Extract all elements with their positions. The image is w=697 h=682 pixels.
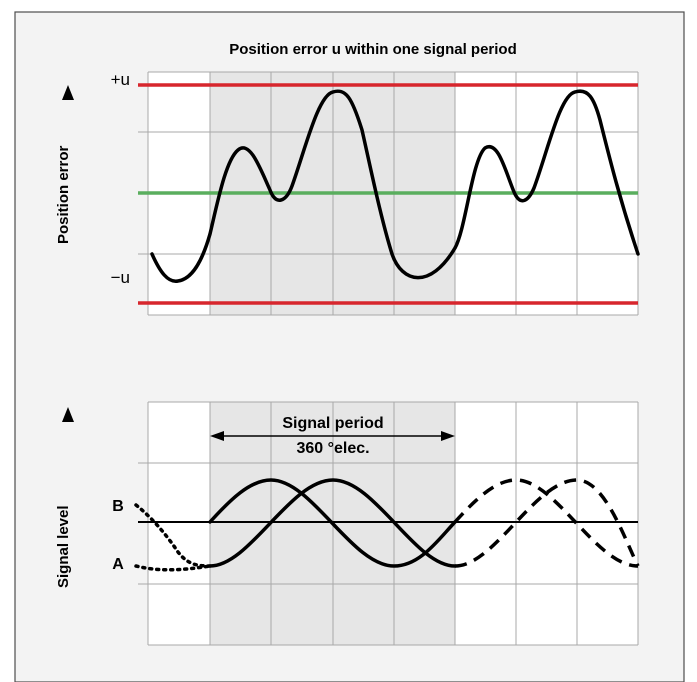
plus-u-label: +u: [111, 70, 130, 89]
minus-u-label: −u: [111, 268, 130, 287]
signal-level-panel: Signal period 360 °elec. B A Signal leve…: [55, 401, 640, 646]
channel-a-label: A: [112, 556, 124, 573]
period-arrow-left-icon: [210, 431, 224, 441]
position-error-axis-label: Position error: [55, 85, 74, 244]
position-error-curve: [150, 89, 640, 283]
top-panel-title: Position error u within one signal perio…: [229, 41, 517, 58]
signal-period-label: Signal period: [282, 415, 383, 432]
signal-a-solid-curve: [208, 478, 457, 568]
bottom-grid: [138, 401, 639, 646]
signal-level-axis-label: Signal level: [55, 407, 74, 588]
period-arrow-right-icon: [441, 431, 455, 441]
signal-period-degrees-label: 360 °elec.: [296, 440, 369, 457]
signal-a-dotted-lead: [134, 564, 212, 572]
signal-a-dashed-continuation: [454, 478, 640, 568]
position-error-panel: Position error u within one signal perio…: [55, 41, 640, 316]
signal-level-arrow-icon: [62, 407, 74, 422]
signal-level-axis-text: Signal level: [55, 505, 72, 588]
channel-b-label: B: [112, 498, 124, 515]
position-error-axis-text: Position error: [55, 145, 72, 244]
signal-b-dotted-lead: [134, 503, 212, 568]
signal-b-solid-curve: [208, 478, 457, 568]
position-error-arrow-icon: [62, 85, 74, 100]
signal-b-dashed-continuation: [453, 478, 639, 568]
